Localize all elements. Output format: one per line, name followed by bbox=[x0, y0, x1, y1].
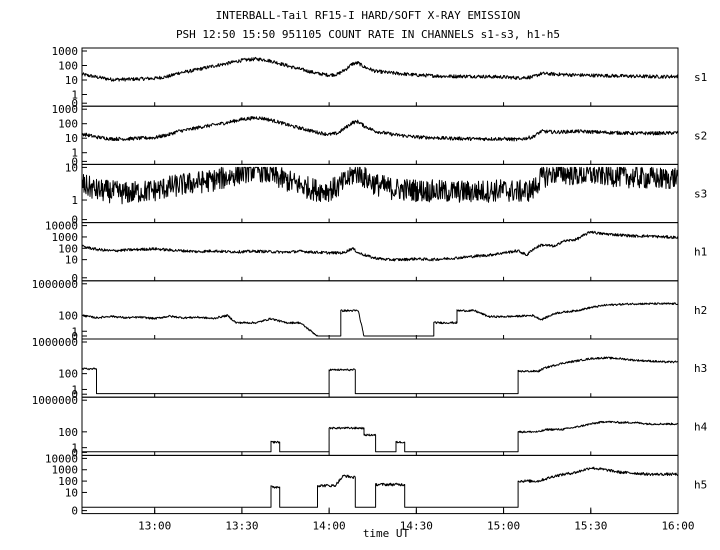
y-tick-label: 0 bbox=[71, 388, 78, 401]
y-tick-label: 0 bbox=[71, 330, 78, 343]
series-line-s1 bbox=[81, 56, 679, 82]
panel-frame bbox=[81, 105, 679, 165]
x-axis: 13:00 13:30 14:00 14:30 15:00 15:30 16:00 bbox=[138, 507, 695, 533]
y-tick-label: 1000000 bbox=[32, 394, 78, 407]
panel-frame bbox=[81, 47, 679, 107]
series-line-s2 bbox=[81, 116, 679, 142]
y-tick-label: 10 bbox=[65, 486, 78, 499]
y-tick-label: 10 bbox=[65, 254, 78, 267]
x-tick-label: 14:00 bbox=[313, 520, 346, 533]
series-line-h3 bbox=[81, 356, 679, 395]
panel-label: s2 bbox=[694, 129, 707, 142]
panel-frame bbox=[81, 396, 679, 456]
panel-label: h5 bbox=[694, 479, 707, 492]
y-tick-label: 0 bbox=[71, 446, 78, 459]
y-tick-label: 10 bbox=[65, 161, 78, 174]
x-tick-label: 13:00 bbox=[138, 520, 171, 533]
panel-h3: 1000000 100 10 h3 bbox=[32, 336, 708, 401]
y-tick-label: 0 bbox=[71, 505, 78, 518]
y-tick-label: 100 bbox=[58, 475, 78, 488]
panel-label: s3 bbox=[694, 188, 707, 201]
y-tick-label: 10 bbox=[65, 74, 78, 87]
series-line-s3 bbox=[81, 166, 679, 205]
y-tick-label: 0 bbox=[71, 155, 78, 168]
y-tick-label: 1000 bbox=[52, 231, 79, 244]
y-tick-label: 1 bbox=[71, 383, 78, 396]
panel-label: h1 bbox=[694, 246, 707, 259]
panel-frame bbox=[81, 454, 679, 515]
panel-h2: 1000000 100 10 h2 bbox=[32, 278, 708, 343]
y-tick-label: 100 bbox=[58, 368, 78, 381]
panel-stack: 10001001010s110001001010s21010s310000100… bbox=[32, 45, 708, 518]
x-tick-label: 15:30 bbox=[574, 520, 607, 533]
x-tick-label: 13:30 bbox=[225, 520, 258, 533]
panel-label: h3 bbox=[694, 362, 707, 375]
panel-label: h4 bbox=[694, 420, 708, 433]
x-tick-label: 14:30 bbox=[400, 520, 433, 533]
chart-title: INTERBALL-Tail RF15-I HARD/SOFT X-RAY EM… bbox=[216, 9, 521, 22]
panel-label: h2 bbox=[694, 304, 707, 317]
y-tick-label: 1 bbox=[71, 442, 78, 455]
y-tick-label: 1 bbox=[71, 194, 78, 207]
series-line-h4 bbox=[82, 420, 679, 453]
series-line-h5 bbox=[82, 466, 679, 508]
y-tick-label: 100 bbox=[58, 426, 78, 439]
y-tick-label: 1000 bbox=[52, 45, 79, 58]
y-tick-label: 0 bbox=[71, 272, 78, 285]
y-tick-label: 1000000 bbox=[32, 278, 78, 291]
y-tick-label: 100 bbox=[58, 118, 78, 131]
y-tick-label: 0 bbox=[71, 214, 78, 227]
x-axis-label: time UT bbox=[363, 527, 410, 540]
y-tick-label: 10 bbox=[65, 132, 78, 145]
y-tick-label: 1000 bbox=[52, 464, 79, 477]
y-tick-label: 10000 bbox=[45, 220, 78, 233]
panel-label: s1 bbox=[694, 71, 707, 84]
y-tick-label: 1 bbox=[71, 147, 78, 160]
x-tick-label: 15:00 bbox=[487, 520, 520, 533]
y-tick-label: 100 bbox=[58, 309, 78, 322]
y-tick-label: 100 bbox=[58, 242, 78, 255]
y-tick-label: 100 bbox=[58, 60, 78, 73]
panel-frame bbox=[81, 280, 679, 340]
y-tick-label: 1000000 bbox=[32, 336, 78, 349]
y-tick-label: 1000 bbox=[52, 103, 79, 116]
y-tick-label: 1 bbox=[71, 325, 78, 338]
y-tick-label: 10000 bbox=[45, 452, 78, 465]
x-tick-label: 16:00 bbox=[661, 520, 694, 533]
series-line-h2 bbox=[81, 302, 679, 337]
panel-frame bbox=[81, 338, 679, 398]
y-tick-label: 0 bbox=[71, 97, 78, 110]
series-line-h1 bbox=[81, 230, 679, 262]
panel-h4: 1000000 100 10 h4 bbox=[32, 394, 708, 459]
y-tick-label: 1 bbox=[71, 89, 78, 102]
chart-subtitle: PSH 12:50 15:50 951105 COUNT RATE IN CHA… bbox=[176, 28, 560, 41]
